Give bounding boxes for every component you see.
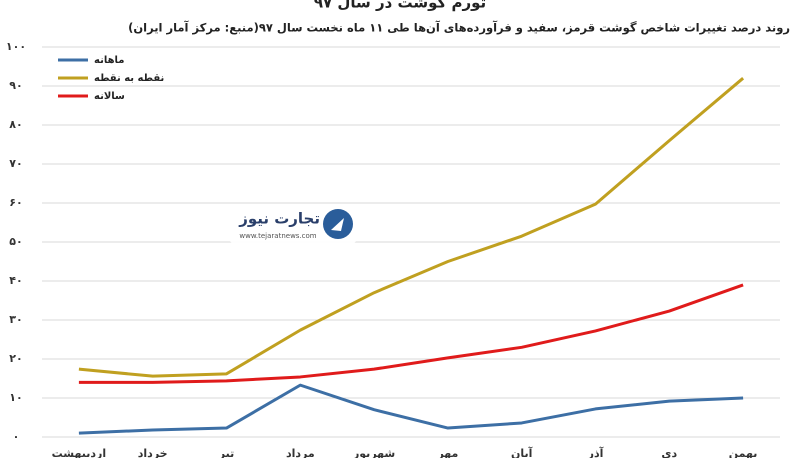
chart-subtitle: روند درصد تغییرات شاخص گوشت قرمز، سفید و… xyxy=(128,21,790,36)
x-tick-label: شهریور xyxy=(352,447,395,458)
x-tick-label: مرداد xyxy=(286,447,315,458)
y-tick-label: ۷۰ xyxy=(9,157,22,170)
y-tick-label: ۵۰ xyxy=(9,235,22,248)
watermark-box xyxy=(228,205,358,243)
x-tick-label: خرداد xyxy=(138,447,168,458)
x-tick-label: بهمن xyxy=(729,447,758,458)
y-tick-label: ۱۰ xyxy=(9,391,22,404)
series-line xyxy=(78,383,744,435)
legend-label: ماهانه xyxy=(94,55,124,66)
watermark-icon-arrow xyxy=(331,218,344,231)
series-line xyxy=(78,77,745,378)
y-tick-label: ۴۰ xyxy=(9,274,22,287)
x-tick-label: تیر xyxy=(218,447,234,458)
watermark: تجارت نیوز www.tejaratnews.com xyxy=(228,205,358,243)
series-line xyxy=(78,283,744,384)
legend-label: نقطه به نقطه xyxy=(94,73,164,84)
y-tick-label: ۲۰ xyxy=(9,352,22,365)
legend-label: سالانه xyxy=(94,91,125,102)
watermark-name: تجارت نیوز xyxy=(238,210,320,228)
x-tick-label: آبان xyxy=(511,446,533,458)
y-tick-label: ۳۰ xyxy=(9,313,22,326)
y-tick-label: ۱۰۰ xyxy=(6,40,26,53)
y-tick-label: ۸۰ xyxy=(9,118,22,131)
x-tick-label: اردیبهشت xyxy=(52,447,106,458)
chart-title: تورم گوشت در سال ۹۷ xyxy=(314,0,486,12)
y-tick-label: ۰ xyxy=(13,430,20,443)
y-tick-label: ۹۰ xyxy=(9,79,22,92)
watermark-url: www.tejaratnews.com xyxy=(239,232,316,240)
x-tick-label: مهر xyxy=(436,447,458,458)
x-tick-label: آذر xyxy=(587,446,604,458)
x-tick-label: دی xyxy=(661,447,677,458)
y-tick-label: ۶۰ xyxy=(9,196,22,209)
